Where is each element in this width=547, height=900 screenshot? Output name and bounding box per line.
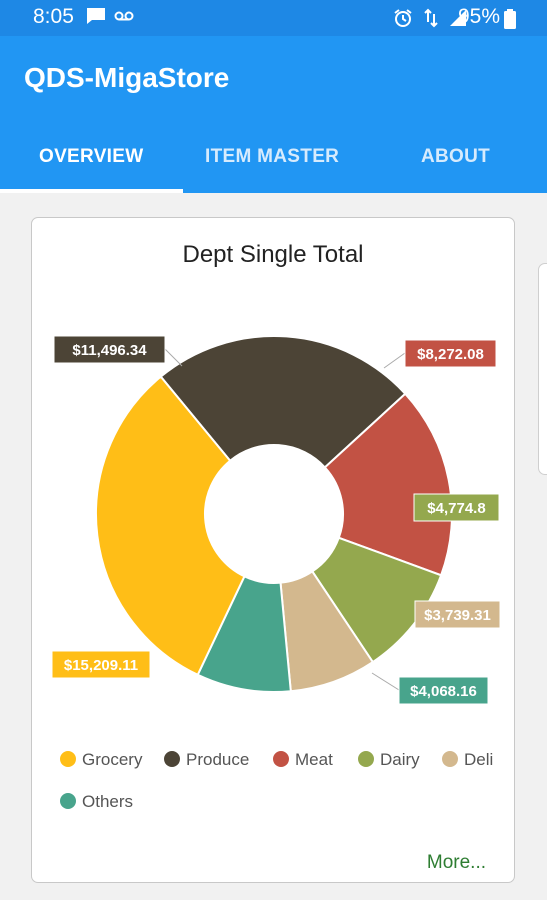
data-label-box [398,676,489,705]
status-time: 8:05 [33,5,74,28]
legend-swatch-others [60,793,76,809]
data-label-box [414,600,501,629]
data-label-others: $4,068.16 [410,683,477,700]
slice-meat[interactable] [323,392,453,577]
network-icon [424,8,438,28]
legend-label-dairy[interactable]: Dairy [380,750,420,769]
tab-item-master[interactable]: ITEM MASTER [205,146,340,167]
status-bar: 8:05 95% [0,0,547,36]
label-leader-line [371,672,400,691]
legend-swatch-produce [164,751,180,767]
data-label-box [404,339,497,368]
legend-label-meat[interactable]: Meat [295,750,333,769]
legend-label-deli[interactable]: Deli [464,750,493,769]
data-label-box [53,335,166,364]
data-label-box [413,493,500,522]
battery-icon [504,9,516,29]
slice-grocery[interactable] [95,375,246,677]
data-label-produce: $11,496.34 [72,342,147,359]
system-icons [393,8,467,28]
legend-label-grocery[interactable]: Grocery [82,750,143,769]
notification-icons [86,7,134,25]
legend-swatch-deli [442,751,458,767]
slice-produce[interactable] [159,335,407,469]
legend-label-others[interactable]: Others [82,792,133,811]
next-card-peek[interactable] [538,263,547,475]
label-leader-line [383,352,406,369]
voicemail-icon [114,11,134,21]
tab-about[interactable]: ABOUT [421,146,491,167]
data-label-dairy: $4,774.8 [427,500,485,517]
tab-indicator [0,189,183,193]
tab-overview[interactable]: OVERVIEW [39,146,144,167]
label-leader-line [164,348,183,367]
chart-title: Dept Single Total [182,241,364,268]
data-label-deli: $3,739.31 [424,607,491,624]
chart-card: Dept Single Total $11,496.34 $8,272.08 $4,… [31,217,515,883]
legend-label-produce[interactable]: Produce [186,750,249,769]
donut-chart: $11,496.34 $8,272.08 $4,774.8 $3,739.31 $4,0… [51,335,501,811]
legend-swatch-dairy [358,751,374,767]
message-icon [87,8,105,24]
data-label-meat: $8,272.08 [417,346,484,363]
battery-percent: 95% [458,5,501,28]
data-label-box [51,650,151,679]
more-link[interactable]: More... [426,852,486,873]
legend-swatch-grocery [60,751,76,767]
app-title: QDS-MigaStore [24,62,230,93]
alarm-icon [394,9,412,27]
data-label-grocery: $15,209.11 [64,657,138,674]
legend-swatch-meat [273,751,289,767]
app-bar: QDS-MigaStore OVERVIEW ITEM MASTER ABOUT [0,36,547,193]
signal-icon [450,10,466,26]
